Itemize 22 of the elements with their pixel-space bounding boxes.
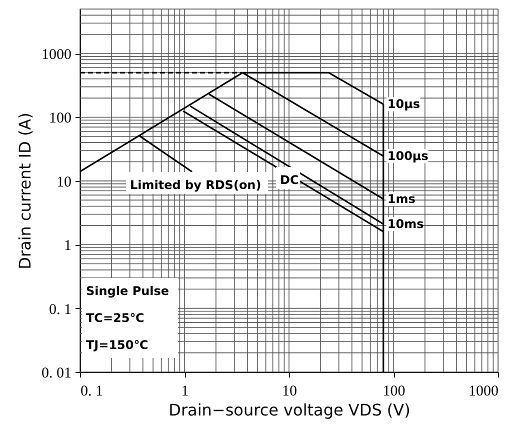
annotation: Single Pulse bbox=[86, 284, 170, 298]
annotation: TJ=150℃ bbox=[86, 338, 148, 352]
series-label: 10µs bbox=[387, 97, 420, 112]
x-tick-label: 1000 bbox=[468, 384, 498, 400]
y-axis-title: Drain current ID (A) bbox=[16, 112, 34, 270]
y-tick-label: 100 bbox=[49, 110, 72, 127]
annotation: Limited by RDS(on) bbox=[130, 178, 262, 192]
y-tick-label: 10 bbox=[56, 174, 72, 190]
y-tick-label: 0. 01 bbox=[42, 366, 72, 382]
series-label: 10ms bbox=[387, 217, 424, 232]
x-tick-label: 100 bbox=[382, 384, 406, 400]
series-label: 1ms bbox=[387, 192, 416, 206]
y-tick-label: 1000 bbox=[42, 47, 72, 64]
annotation: TC=25℃ bbox=[86, 311, 144, 325]
annotation: DC bbox=[280, 173, 299, 187]
series-label: 100µs bbox=[387, 149, 428, 164]
y-tick-label: 1 bbox=[64, 238, 72, 254]
x-axis-title: Drain−source voltage VDS (V) bbox=[168, 400, 410, 420]
y-tick-label: 0. 1 bbox=[49, 302, 72, 318]
x-tick-label: 1 bbox=[181, 384, 189, 400]
x-tick-label: 10 bbox=[282, 384, 297, 400]
x-tick-label: 0. 1 bbox=[80, 384, 103, 400]
